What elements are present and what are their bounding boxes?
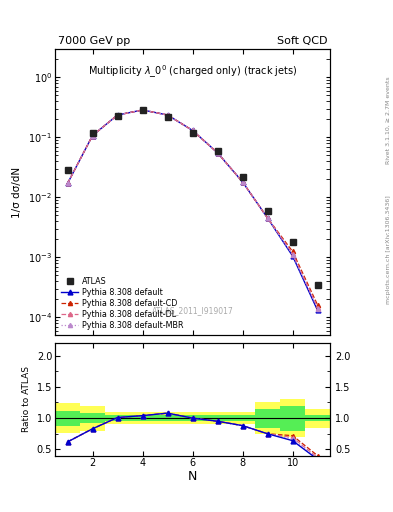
Pythia 8.308 default-CD [165,112,170,118]
Pythia 8.308 default-DL [265,215,270,221]
Pythia 8.308 default-DL [190,127,195,134]
Pythia 8.308 default-CD [240,179,245,185]
Pythia 8.308 default-DL [65,180,70,186]
Pythia 8.308 default-CD [190,127,195,134]
Bar [130,412,155,424]
Pythia 8.308 default-MBR [315,306,320,312]
Bar [180,415,205,421]
Pythia 8.308 default [65,180,70,186]
Pythia 8.308 default-MBR [140,107,145,113]
Pythia 8.308 default [140,107,145,113]
Bar [280,406,305,431]
ATLAS [290,239,295,245]
Pythia 8.308 default-DL [240,179,245,185]
Pythia 8.308 default-CD [115,112,120,118]
Pythia 8.308 default-MBR [215,150,220,156]
ATLAS [240,174,245,180]
Pythia 8.308 default-DL [315,305,320,311]
Y-axis label: 1/σ dσ/dN: 1/σ dσ/dN [13,166,22,218]
Bar [280,399,305,437]
Pythia 8.308 default-CD [90,133,95,139]
Bar [305,415,330,421]
ATLAS [90,130,95,136]
Pythia 8.308 default-MBR [165,112,170,118]
Line: ATLAS: ATLAS [64,107,321,288]
Bar [130,415,155,421]
Text: Soft QCD: Soft QCD [277,36,327,46]
Pythia 8.308 default [215,150,220,156]
Pythia 8.308 default-MBR [115,112,120,118]
ATLAS [215,148,220,155]
Text: Rivet 3.1.10, ≥ 2.7M events: Rivet 3.1.10, ≥ 2.7M events [386,76,391,164]
Pythia 8.308 default [290,253,295,259]
Pythia 8.308 default-CD [65,180,70,186]
Pythia 8.308 default-CD [215,150,220,156]
Pythia 8.308 default-MBR [190,127,195,134]
Text: ATLAS_2011_I919017: ATLAS_2011_I919017 [152,306,233,315]
ATLAS [65,167,70,174]
Bar [80,413,105,423]
Bar [255,402,280,434]
Pythia 8.308 default-CD [290,248,295,254]
ATLAS [315,282,320,288]
Text: mcplots.cern.ch [arXiv:1306.3436]: mcplots.cern.ch [arXiv:1306.3436] [386,195,391,304]
Bar [205,415,230,421]
ATLAS [115,113,120,119]
Pythia 8.308 default-CD [265,215,270,221]
Bar [305,409,330,428]
Bar [180,412,205,424]
Bar [105,415,130,421]
Pythia 8.308 default-MBR [290,252,295,258]
Bar [155,412,180,424]
Line: Pythia 8.308 default-DL: Pythia 8.308 default-DL [66,108,320,310]
Bar [55,403,80,433]
Pythia 8.308 default-MBR [90,133,95,139]
Pythia 8.308 default-MBR [240,179,245,185]
Pythia 8.308 default-DL [290,250,295,257]
Bar [205,412,230,424]
Bar [155,415,180,421]
ATLAS [190,130,195,136]
Pythia 8.308 default [190,127,195,134]
Text: Multiplicity $\lambda\_0^0$ (charged only) (track jets): Multiplicity $\lambda\_0^0$ (charged onl… [88,63,298,79]
X-axis label: N: N [188,470,197,483]
Bar [105,412,130,424]
Pythia 8.308 default [165,112,170,118]
Pythia 8.308 default-MBR [265,215,270,221]
Text: 7000 GeV pp: 7000 GeV pp [58,36,130,46]
Pythia 8.308 default [240,179,245,185]
Pythia 8.308 default [90,133,95,139]
Pythia 8.308 default-DL [115,112,120,118]
Pythia 8.308 default [115,112,120,118]
Line: Pythia 8.308 default-CD: Pythia 8.308 default-CD [66,108,320,307]
Line: Pythia 8.308 default-MBR: Pythia 8.308 default-MBR [66,108,320,311]
Pythia 8.308 default-MBR [65,180,70,186]
Bar [230,412,255,424]
Pythia 8.308 default-DL [215,150,220,156]
Bar [80,406,105,431]
Pythia 8.308 default-CD [315,302,320,308]
ATLAS [265,207,270,214]
Y-axis label: Ratio to ATLAS: Ratio to ATLAS [22,367,31,432]
Legend: ATLAS, Pythia 8.308 default, Pythia 8.308 default-CD, Pythia 8.308 default-DL, P: ATLAS, Pythia 8.308 default, Pythia 8.30… [59,275,185,331]
ATLAS [140,108,145,114]
Pythia 8.308 default-DL [165,112,170,118]
Bar [230,415,255,421]
Line: Pythia 8.308 default: Pythia 8.308 default [65,108,320,313]
Pythia 8.308 default-DL [140,107,145,113]
Pythia 8.308 default-DL [90,133,95,139]
Pythia 8.308 default [315,307,320,313]
Pythia 8.308 default [265,215,270,221]
Bar [55,411,80,425]
Pythia 8.308 default-CD [140,107,145,113]
ATLAS [165,114,170,120]
Bar [255,409,280,428]
